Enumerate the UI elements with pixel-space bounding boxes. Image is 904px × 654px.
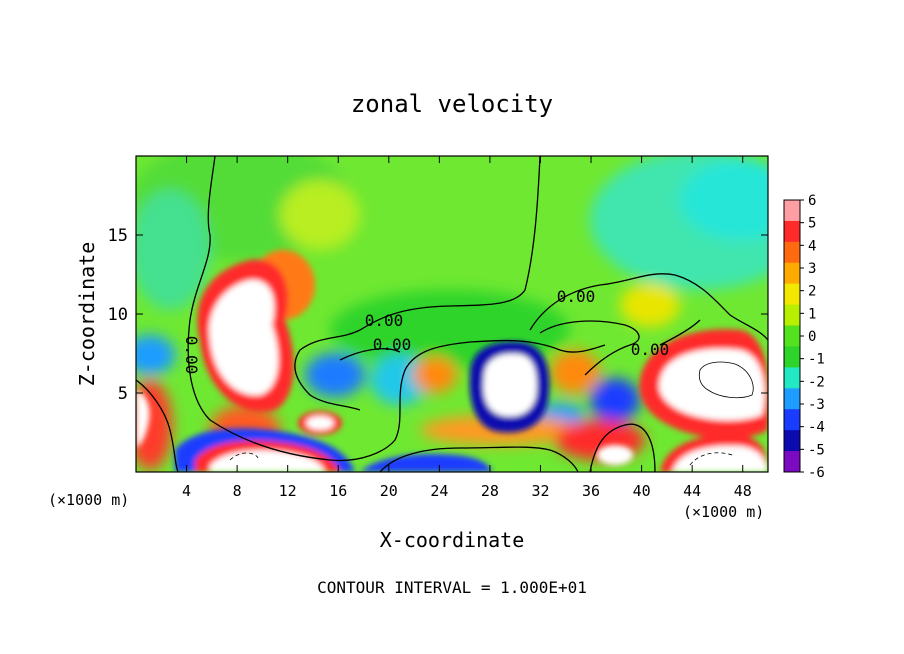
x-axis-label: X-coordinate: [380, 528, 525, 552]
x-tick-label: 12: [279, 482, 297, 500]
x-tick-label: 24: [430, 482, 448, 500]
field-region: [672, 445, 768, 472]
x-tick-label: 4: [182, 482, 191, 500]
colorbar-swatch: [784, 409, 800, 431]
field-region: [413, 357, 457, 393]
colorbar-tick-label: 1: [808, 306, 816, 322]
contour-labels: 0.00 0.00 0.00 0.00 0.00: [182, 287, 669, 374]
chart-title: zonal velocity: [351, 90, 553, 118]
x-tick-label: 32: [531, 482, 549, 500]
contour-label: 0.00: [182, 336, 201, 375]
colorbar-swatch: [784, 430, 800, 452]
field-region: [305, 353, 365, 397]
field-cores: [136, 250, 768, 472]
field-region: [210, 450, 325, 472]
field-region: [620, 283, 680, 327]
y-tick-label: 15: [108, 226, 128, 246]
dashed-contour: [689, 452, 736, 466]
zero-contour: [294, 156, 541, 411]
field-region: [597, 445, 633, 465]
zero-contour: [187, 156, 606, 462]
colorbar-tick-label: 0: [808, 329, 816, 345]
field-region: [659, 348, 765, 421]
field-region: [136, 190, 210, 310]
contour-interval-footer: CONTOUR INTERVAL = 1.000E+01: [317, 578, 587, 597]
y-axis: 5 10 15: [108, 226, 768, 404]
zero-contour: [339, 348, 401, 361]
contour-label: 0.00: [557, 287, 596, 306]
field-region: [209, 279, 279, 396]
colorbar-swatch: [784, 220, 800, 243]
field-region: [360, 453, 492, 472]
x-tick-label: 36: [582, 482, 600, 500]
field-region: [136, 390, 150, 448]
contour-label: 0.00: [631, 340, 670, 359]
field-region: [550, 350, 600, 394]
colorbar-swatch: [784, 388, 800, 410]
field-plot: [136, 156, 768, 472]
colorbar-tick-label: 3: [808, 261, 816, 277]
contour-label: 0.00: [365, 311, 404, 330]
colorbar-tick-label: 5: [808, 216, 816, 232]
colorbar-tick-label: -3: [808, 397, 825, 413]
colorbar-swatch: [784, 262, 800, 285]
field-region: [680, 160, 768, 240]
colorbar-tick-label: -6: [808, 465, 825, 481]
colorbar-swatch: [784, 241, 800, 264]
x-tick-label: 40: [633, 482, 651, 500]
colorbar-swatch: [784, 304, 800, 327]
contour-lines: [136, 156, 768, 472]
field-region: [370, 355, 430, 405]
field-region: [483, 353, 537, 417]
y-tick-label: 5: [118, 384, 128, 404]
x-tick-label: 16: [329, 482, 347, 500]
colorbar-tick-label: 2: [808, 284, 816, 300]
colorbar-swatch: [784, 325, 800, 347]
thin-contour: [698, 361, 754, 399]
colorbar-swatch: [784, 283, 800, 306]
zero-contour: [539, 320, 640, 376]
dashed-contour: [229, 452, 259, 461]
x-tick-label: 8: [233, 482, 242, 500]
colorbar: 6 5 4 3 2 1 0 -1 -2 -3 -4 -5 -6: [783, 193, 825, 481]
x-tick-label: 44: [683, 482, 701, 500]
zero-contour: [136, 379, 179, 472]
field-blobs: [136, 156, 768, 470]
colorbar-swatch: [784, 346, 800, 368]
x-unit-label-left: (×1000 m): [48, 491, 129, 509]
field-region: [306, 416, 334, 430]
field-region: [590, 378, 640, 422]
colorbar-tick-label: 4: [808, 238, 816, 254]
zero-contour: [659, 319, 701, 346]
colorbar-swatch: [784, 200, 800, 222]
colorbar-tick-label: -4: [808, 420, 825, 436]
colorbar-tick-label: -2: [808, 374, 825, 390]
y-axis-label: Z-coordinate: [75, 242, 99, 387]
colorbar-tick-label: -5: [808, 442, 825, 458]
zero-contour: [589, 423, 656, 472]
x-tick-label: 20: [380, 482, 398, 500]
contour-label: 0.00: [373, 335, 412, 354]
field-region: [136, 335, 175, 375]
zero-contour: [379, 446, 579, 472]
x-tick-label: 48: [734, 482, 752, 500]
colorbar-swatch: [784, 451, 800, 473]
colorbar-swatch: [784, 367, 800, 389]
y-tick-label: 10: [108, 305, 128, 325]
x-tick-label: 28: [481, 482, 499, 500]
colorbar-tick-label: 6: [808, 193, 816, 209]
x-unit-label-right: (×1000 m): [683, 503, 764, 521]
colorbar-tick-label: -1: [808, 352, 825, 368]
field-region: [280, 180, 360, 250]
zero-contour: [529, 273, 768, 341]
x-axis: 4 8 12 16 20 24 28 32 36 40 44 48: [182, 156, 752, 500]
